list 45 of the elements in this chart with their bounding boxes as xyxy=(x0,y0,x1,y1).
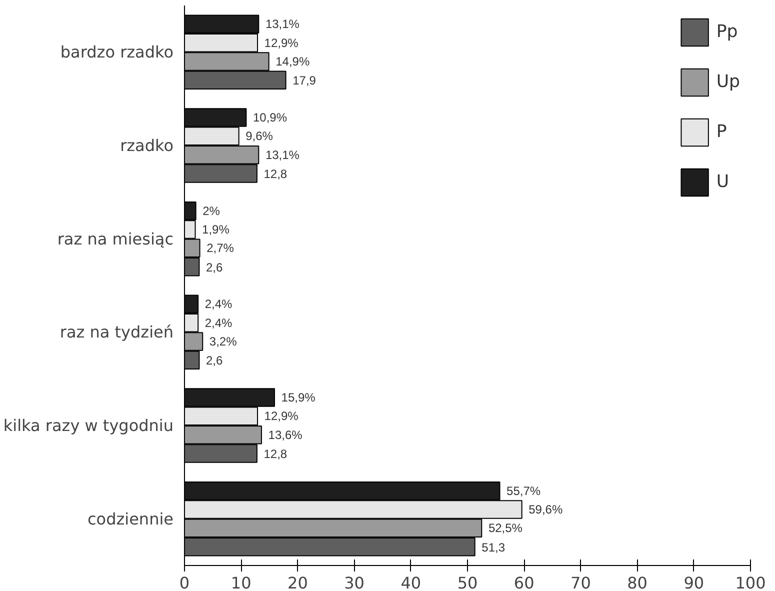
data-label: 2,4% xyxy=(204,316,233,330)
data-label: 12,8 xyxy=(264,447,288,461)
y-tick-label: rzadko xyxy=(120,136,174,155)
y-tick-label: bardzo rzadko xyxy=(60,42,174,62)
data-label: 2,4% xyxy=(204,297,233,312)
data-label: 15,9% xyxy=(281,390,316,404)
legend-label: Up xyxy=(716,72,740,92)
data-label: 13,1% xyxy=(265,17,300,32)
data-label: 3,2% xyxy=(209,334,238,348)
x-tick-label: 0 xyxy=(179,574,190,591)
y-tick-label: kilka razy w tygodniu xyxy=(3,416,174,435)
x-tick-label: 100 xyxy=(735,574,766,591)
data-label: 13,1% xyxy=(265,148,300,162)
x-tick-label: 70 xyxy=(570,574,591,591)
data-label: 12,9% xyxy=(264,36,299,50)
x-tick-label: 50 xyxy=(457,574,478,591)
legend-label: Pp xyxy=(716,22,738,42)
data-label: 13,6% xyxy=(268,428,303,442)
legend-label: P xyxy=(716,122,728,142)
data-label: 2,6 xyxy=(206,260,224,274)
data-label: 55,7% xyxy=(506,484,541,498)
y-tick-label: raz na miesiąc xyxy=(57,229,174,248)
data-label: 2% xyxy=(202,204,220,218)
x-tick-label: 10 xyxy=(230,574,252,591)
legend-label: U xyxy=(716,172,730,192)
data-label: 9,6% xyxy=(246,129,274,144)
data-label: 59,6% xyxy=(528,502,563,516)
x-tick-label: 40 xyxy=(400,574,422,591)
y-tick-label: raz na tydzień xyxy=(60,322,174,342)
data-label: 52,5% xyxy=(488,521,523,536)
y-tick-label: codziennie xyxy=(88,509,174,528)
data-label: 1,9% xyxy=(202,222,230,236)
x-tick-label: 30 xyxy=(344,574,364,591)
data-label: 12,9% xyxy=(264,409,299,424)
x-tick-label: 60 xyxy=(514,574,534,591)
data-label: 2,7% xyxy=(206,241,234,256)
x-tick-label: 20 xyxy=(288,574,308,591)
data-label: 12,8 xyxy=(264,167,288,181)
data-label: 51,3 xyxy=(482,540,506,554)
data-label: 2,6 xyxy=(206,354,224,368)
x-tick-label: 80 xyxy=(627,574,648,591)
data-label: 17,9 xyxy=(292,74,316,88)
x-tick-label: 90 xyxy=(684,574,704,591)
data-label: 10,9% xyxy=(252,110,288,124)
data-label: 14,9% xyxy=(276,54,310,68)
